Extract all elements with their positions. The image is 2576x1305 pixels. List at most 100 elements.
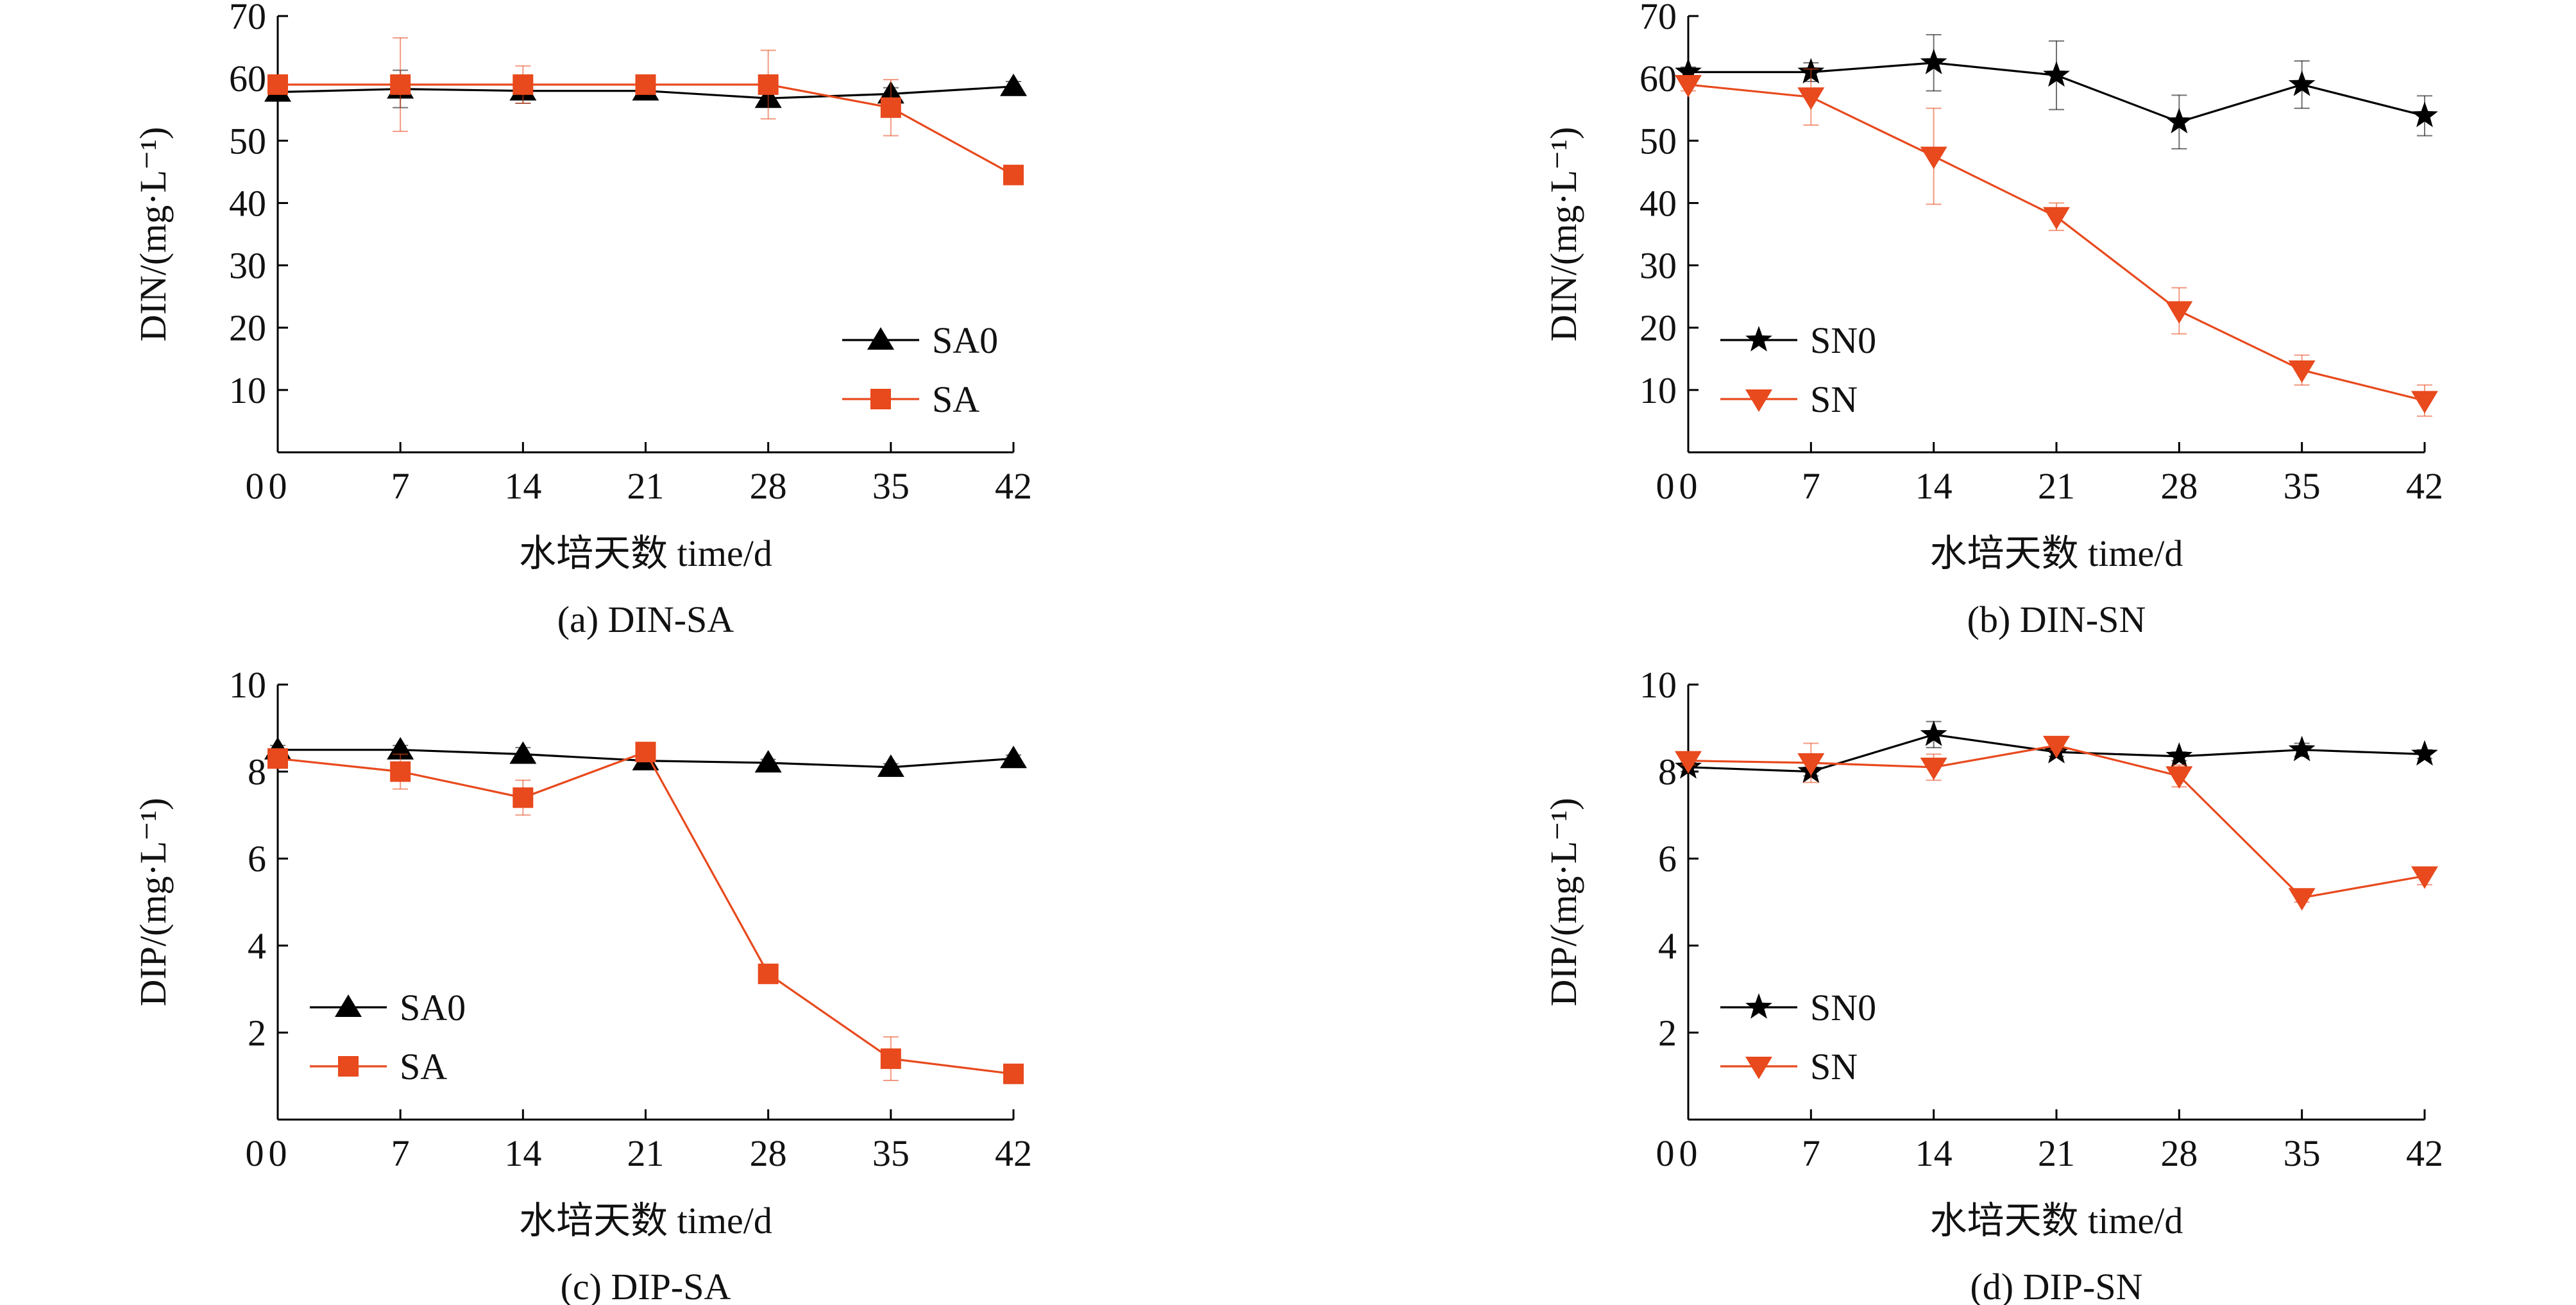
data-point [758, 74, 779, 95]
data-point [509, 741, 537, 764]
y-tick-label: 60 [1640, 58, 1677, 99]
y-tick-label: 8 [248, 751, 266, 793]
data-point [2411, 391, 2438, 414]
series-SA [267, 742, 1024, 1084]
x-axis-title: 水培天数 time/d [1930, 1200, 2183, 1241]
origin-label: 0 [246, 465, 264, 507]
data-point [513, 787, 534, 808]
legend-marker [1745, 326, 1772, 352]
y-tick-label: 70 [1640, 0, 1677, 37]
legend-label: SA [400, 1046, 447, 1088]
data-point [1000, 73, 1027, 96]
y-tick-label: 30 [1640, 245, 1677, 287]
x-tick-label: 14 [504, 465, 541, 507]
legend-entry-SA: SA [842, 379, 979, 420]
y-tick-label: 50 [229, 120, 266, 162]
legend-entry-SN0: SN0 [1720, 987, 1876, 1028]
legend-entry-SA0: SA0 [842, 320, 998, 361]
x-axis-title: 水培天数 time/d [519, 533, 772, 574]
legend-marker [335, 994, 362, 1017]
data-point [1920, 757, 1947, 780]
x-tick-label: 42 [995, 465, 1032, 507]
y-tick-label: 70 [229, 0, 266, 37]
y-tick-label: 2 [248, 1012, 266, 1053]
data-point [2043, 735, 2070, 758]
y-tick-label: 40 [1640, 182, 1677, 224]
y-tick-label: 40 [229, 182, 266, 224]
y-axis-title: DIP/(mg·L⁻¹) [1543, 798, 1584, 1006]
legend-entry-SN0: SN0 [1720, 320, 1876, 361]
x-tick-label: 35 [872, 465, 910, 507]
series-line [1688, 744, 2425, 899]
x-tick-label: 0 [269, 465, 287, 507]
x-tick-label: 35 [2284, 465, 2321, 507]
legend-label: SN0 [1810, 320, 1876, 361]
x-tick-label: 21 [2038, 1132, 2075, 1174]
panel-caption: (a) DIN-SA [557, 599, 734, 640]
series-SA [267, 37, 1024, 185]
series-SN0 [1675, 34, 2438, 149]
data-point [2288, 888, 2316, 911]
data-point [2411, 866, 2438, 889]
y-tick-label: 8 [1658, 751, 1677, 793]
y-tick-label: 10 [1640, 664, 1677, 706]
legend-label: SN0 [1810, 987, 1876, 1028]
legend-entry-SN: SN [1720, 1046, 1858, 1088]
y-tick-label: 20 [1640, 307, 1677, 349]
y-tick-label: 20 [229, 307, 266, 349]
series-line [1688, 83, 2425, 402]
x-axis-title: 水培天数 time/d [519, 1200, 772, 1241]
x-tick-label: 0 [1679, 465, 1698, 507]
data-point [390, 74, 411, 95]
data-point [390, 761, 411, 782]
y-tick-label: 50 [1640, 120, 1677, 162]
panel-caption: (d) DIP-SN [1970, 1266, 2142, 1305]
y-tick-label: 10 [229, 664, 266, 706]
chart-panel-a: 0 7 14 21 28 35 42 10 20 30 40 50 60 70 0 水培天数 time/d DI… [132, 0, 1032, 640]
panel-caption: (c) DIP-SA [561, 1266, 731, 1305]
legend-entry-SA: SA [310, 1046, 447, 1088]
origin-label: 0 [1656, 465, 1675, 507]
data-point [1920, 48, 1947, 74]
data-point [1797, 753, 1825, 776]
data-point [635, 74, 656, 95]
data-point [267, 748, 288, 769]
x-tick-label: 28 [750, 465, 787, 507]
legend-marker [1745, 993, 1772, 1019]
legend-marker [338, 1056, 359, 1077]
data-point [880, 1048, 901, 1070]
legend-marker [870, 389, 891, 409]
legend-entry-SA0: SA0 [310, 987, 466, 1028]
data-point [1797, 87, 1825, 110]
data-point [2411, 101, 2438, 128]
data-point [1675, 58, 1702, 84]
y-tick-label: 6 [1658, 838, 1677, 880]
y-tick-label: 4 [1658, 925, 1677, 967]
legend-marker [1745, 1057, 1772, 1079]
data-point [880, 97, 901, 118]
x-tick-label: 14 [1915, 1132, 1953, 1174]
y-tick-label: 2 [1658, 1012, 1677, 1053]
data-point [754, 750, 782, 773]
data-point [1003, 164, 1024, 185]
legend-marker [867, 327, 894, 350]
data-point [2288, 735, 2316, 762]
x-tick-label: 42 [2406, 465, 2443, 507]
x-tick-label: 28 [2160, 1132, 2198, 1174]
data-point [1920, 146, 1947, 169]
data-point [2165, 742, 2193, 768]
y-axis-title: DIN/(mg·L⁻¹) [132, 127, 174, 342]
x-tick-label: 42 [2406, 1132, 2443, 1174]
x-tick-label: 7 [1802, 1132, 1820, 1174]
y-tick-label: 60 [229, 58, 266, 99]
data-point [267, 74, 288, 95]
y-tick-label: 4 [248, 925, 266, 967]
x-tick-label: 35 [872, 1132, 910, 1174]
origin-label: 0 [1656, 1132, 1675, 1174]
y-axis-title: DIP/(mg·L⁻¹) [132, 798, 174, 1006]
series-line [277, 751, 1014, 1075]
data-point [2043, 207, 2070, 230]
chart-panel-b: 0 7 14 21 28 35 42 10 20 30 40 50 60 70 0 水培天数 time/d DI… [1543, 0, 2443, 640]
